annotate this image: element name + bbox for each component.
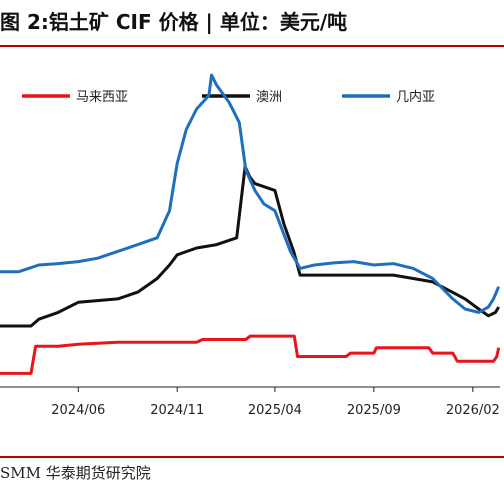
legend-item: 几内亚 [342,89,435,105]
footer-divider [0,456,504,458]
series-line [0,334,501,375]
x-axis-ticks: 2024/06 2024/11 2025/04 2025/09 2026/02 [51,387,500,418]
x-tick-label: 2025/04 [248,403,302,418]
legend-label: 澳洲 [256,89,282,105]
line-chart: 马来西亚 澳洲 几内亚 2024/06 2024/11 2025/04 2025/09 20… [0,73,501,418]
legend-label: 马来西亚 [76,90,128,105]
series-layer [0,73,501,375]
x-tick-label: 2025/09 [347,403,401,418]
source-note: SMM 华泰期货研究院 [0,464,151,482]
series-line [0,73,501,314]
chart-legend: 马来西亚 澳洲 几内亚 [22,89,435,105]
x-tick-label: 2024/06 [51,403,105,418]
series-line [0,165,500,328]
legend-label: 几内亚 [396,89,435,105]
legend-item: 澳洲 [202,89,282,105]
chart-title: 图 2:铝土矿 CIF 价格 | 单位：美元/吨 [0,10,348,34]
legend-item: 马来西亚 [22,90,128,105]
x-tick-label: 2024/11 [150,403,204,418]
title-divider [0,45,504,47]
x-tick-label: 2026/02 [446,403,500,418]
